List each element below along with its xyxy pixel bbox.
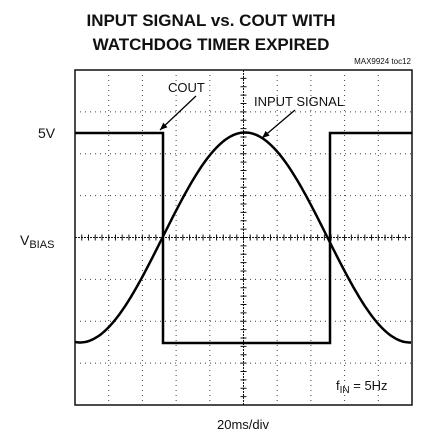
level-label: VBIAS — [20, 232, 54, 251]
label-rest: = 5Hz — [350, 378, 388, 393]
title-line: WATCHDOG TIMER EXPIRED — [93, 35, 330, 54]
label-main: f — [336, 378, 340, 393]
label-sub: IN — [340, 385, 350, 396]
figure-id: MAX9924 toc12 — [354, 57, 411, 66]
level-label: 5V — [38, 125, 56, 141]
timebase-label: 20ms/div — [217, 417, 270, 432]
scope-screen — [74, 69, 413, 406]
cout-trace — [75, 131, 412, 345]
label-main: V — [20, 232, 30, 248]
frequency-label: fIN = 5Hz — [336, 378, 388, 396]
input-trace — [74, 131, 411, 344]
pointer-arrow — [159, 95, 197, 131]
trace-label: INPUT SIGNAL — [254, 94, 344, 109]
trace-label: COUT — [168, 80, 205, 95]
title-line: INPUT SIGNAL vs. COUT WITH — [86, 11, 335, 30]
pointer-head — [262, 130, 270, 138]
label-sub: BIAS — [29, 239, 54, 251]
pointer-head — [160, 122, 168, 130]
